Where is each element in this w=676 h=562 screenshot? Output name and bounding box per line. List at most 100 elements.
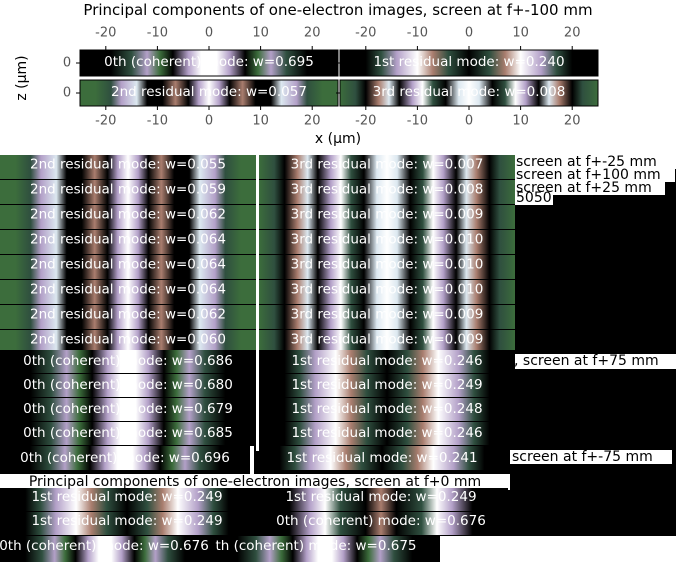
stack-a-strip-1-4 <box>259 255 515 279</box>
stack-a-label-0-2: 2nd residual mode: w=0.062 <box>30 207 226 223</box>
top-mode-label-1: 1st residual mode: w=0.240 <box>373 54 564 70</box>
xtick-label-top-0-1: -10 <box>147 26 168 41</box>
xtick-label-top-1-4: 20 <box>564 26 581 41</box>
xtick-label-bottom-1-1: -10 <box>407 114 428 129</box>
stack-a-separator <box>256 155 259 355</box>
stack-a-strip-0-3 <box>0 230 256 254</box>
stack-a-label-0-4: 2nd residual mode: w=0.064 <box>30 257 226 273</box>
stack-b-label-0-0: 0th (coherent) mode: w=0.686 <box>23 353 233 369</box>
stack-a-label-1-3: 3rd residual mode: w=0.010 <box>291 232 484 248</box>
xtick-label-bottom-0-0: -20 <box>95 114 116 129</box>
stack-b-strip-1-2 <box>259 398 515 421</box>
y-axis-label: z (µm) <box>14 55 30 100</box>
stack-a-side-label-2: screen at f+25 mm <box>516 180 652 196</box>
stack-b-label-1-3: 1st residual mode: w=0.246 <box>291 425 482 441</box>
stack-d-bottom-label-0: 0th (coherent) mode: w=0.676 <box>0 538 209 554</box>
top-mode-strip-3 <box>340 80 598 106</box>
stack-d-strip-0-1 <box>0 512 254 535</box>
stack-a-label-0-0: 2nd residual mode: w=0.055 <box>30 157 226 173</box>
stack-a-side-bg-1 <box>515 168 675 182</box>
stack-d-label-1-1: 0th (coherent) mode: w=0.676 <box>276 513 486 529</box>
stack-a-strip-1-0 <box>259 155 515 179</box>
xtick-label-top-1-1: -10 <box>407 26 428 41</box>
stack-d-title-bg <box>0 474 510 490</box>
stack-a-label-1-5: 3rd residual mode: w=0.010 <box>291 282 484 298</box>
stack-a-side-label-1: screen at f+100 mm <box>516 167 661 183</box>
stack-d-title: Principal components of one-electron ima… <box>29 474 481 490</box>
stack-b-label-0-3: 0th (coherent) mode: w=0.685 <box>23 425 233 441</box>
stack-c-label-1: 1st residual mode: w=0.241 <box>286 450 477 466</box>
top-mode-label-0: 0th (coherent) mode: w=0.695 <box>104 54 314 70</box>
xtick-label-top-0-2: 0 <box>205 26 213 41</box>
stack-d-label-1-0: 1st residual mode: w=0.249 <box>285 489 476 505</box>
stack-a-label-1-7: 3rd residual mode: w=0.009 <box>291 332 484 348</box>
stack-a-label-0-7: 2nd residual mode: w=0.060 <box>30 332 226 348</box>
stack-a-strip-0-1 <box>0 180 256 204</box>
top-mode-strip-2 <box>80 80 338 106</box>
xtick-label-bottom-0-4: 20 <box>304 114 321 129</box>
xtick-label-top-0-4: 20 <box>304 26 321 41</box>
stack-b-label-0-1: 0th (coherent) mode: w=0.680 <box>23 377 233 393</box>
stack-a-side-bg-0 <box>515 155 676 169</box>
stack-b-label-1-2: 1st residual mode: w=0.248 <box>291 401 482 417</box>
stack-b-strip-0-3 <box>0 422 256 445</box>
stack-b-strip-1-3 <box>259 422 515 445</box>
stack-a-label-1-0: 3rd residual mode: w=0.007 <box>291 157 484 173</box>
stack-a-side-bg-3 <box>515 191 553 205</box>
stack-a-strip-1-1 <box>259 180 515 204</box>
stack-d-strip-1-1 <box>254 512 508 535</box>
stack-a-strip-1-6 <box>259 305 515 329</box>
top-mode-label-2: 2nd residual mode: w=0.057 <box>111 84 307 100</box>
stack-a-label-0-6: 2nd residual mode: w=0.062 <box>30 307 226 323</box>
stack-c-separator <box>250 446 254 474</box>
stack-b-label-1-0: 1st residual mode: w=0.246 <box>291 353 482 369</box>
top-mode-strip-0 <box>80 50 338 76</box>
stack-d-strip-0-0 <box>0 488 254 511</box>
stack-b-side-bg <box>513 354 676 369</box>
stack-a-strip-0-5 <box>0 280 256 304</box>
stack-a-label-1-1: 3rd residual mode: w=0.008 <box>291 182 484 198</box>
stack-b-strip-1-1 <box>259 374 515 397</box>
xtick-label-bottom-1-2: 0 <box>465 114 473 129</box>
stack-b-side-label: , screen at f+75 mm <box>514 353 659 369</box>
stack-b-strip-0-2 <box>0 398 256 421</box>
stack-a-strip-1-2 <box>259 205 515 229</box>
xtick-label-bottom-0-2: 0 <box>205 114 213 129</box>
stack-b-strip-0-1 <box>0 374 256 397</box>
xtick-label-top-0-0: -20 <box>95 26 116 41</box>
stack-a-strip-0-4 <box>0 255 256 279</box>
stack-d-bottom-blank <box>440 536 676 562</box>
stack-c-strip-0 <box>0 446 250 470</box>
stack-a-strip-1-5 <box>259 280 515 304</box>
xtick-label-bottom-1-4: 20 <box>564 114 581 129</box>
stack-d-bottom-strip-0 <box>0 536 210 562</box>
xtick-label-bottom-0-3: 10 <box>252 114 269 129</box>
stack-a-strip-1-3 <box>259 230 515 254</box>
x-axis-label: x (µm) <box>315 131 361 147</box>
stack-d-strip-1-0 <box>254 488 508 511</box>
xtick-label-top-1-0: -20 <box>355 26 376 41</box>
stack-a-strip-0-2 <box>0 205 256 229</box>
stack-b-strip-1-0 <box>259 350 515 373</box>
top-figure-title: Principal components of one-electron ima… <box>83 1 592 19</box>
stack-a-side-label-3: 5050 <box>516 190 552 206</box>
xtick-label-top-0-3: 10 <box>252 26 269 41</box>
top-mode-strip-1 <box>340 50 598 76</box>
stack-c-side-bg <box>510 450 672 464</box>
stack-a-label-1-2: 3rd residual mode: w=0.009 <box>291 207 484 223</box>
stack-d-label-0-1: 1st residual mode: w=0.249 <box>31 513 222 529</box>
stack-b-separator <box>256 355 259 451</box>
ytick-label-0: 0 <box>63 56 71 71</box>
stack-a-label-1-4: 3rd residual mode: w=0.010 <box>291 257 484 273</box>
xtick-label-top-1-3: 10 <box>512 26 529 41</box>
stack-a-strip-0-0 <box>0 155 256 179</box>
stack-a-strip-0-6 <box>0 305 256 329</box>
stack-d-label-0-0: 1st residual mode: w=0.249 <box>31 489 222 505</box>
stack-c-side-label: screen at f+-75 mm <box>512 449 653 465</box>
stack-a-label-0-3: 2nd residual mode: w=0.064 <box>30 232 226 248</box>
ytick-label-1: 0 <box>63 86 71 101</box>
stack-d-bottom-strip-1 <box>210 536 440 562</box>
stack-c-strip-1 <box>254 446 510 470</box>
stack-c-label-0: 0th (coherent) mode: w=0.696 <box>20 450 230 466</box>
